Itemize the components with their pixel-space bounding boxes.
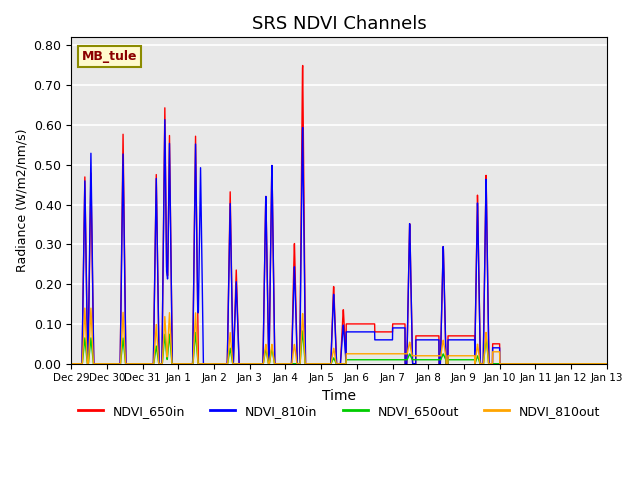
NDVI_650out: [299, 328, 307, 334]
NDVI_810out: [593, 361, 600, 367]
NDVI_810out: [603, 361, 611, 367]
NDVI_810in: [603, 361, 611, 367]
NDVI_810in: [67, 361, 75, 367]
NDVI_810in: [593, 361, 600, 367]
NDVI_650out: [273, 361, 280, 367]
Line: NDVI_650in: NDVI_650in: [71, 65, 607, 364]
NDVI_650out: [67, 361, 75, 367]
NDVI_810out: [161, 323, 168, 328]
NDVI_810in: [296, 339, 304, 345]
Text: MB_tule: MB_tule: [82, 50, 138, 63]
Legend: NDVI_650in, NDVI_810in, NDVI_650out, NDVI_810out: NDVI_650in, NDVI_810in, NDVI_650out, NDV…: [73, 400, 605, 423]
NDVI_650in: [273, 361, 280, 367]
NDVI_810out: [273, 361, 280, 367]
NDVI_650in: [296, 353, 303, 359]
NDVI_810in: [160, 173, 168, 179]
NDVI_650in: [603, 361, 611, 367]
NDVI_810out: [129, 361, 136, 367]
NDVI_650out: [129, 361, 136, 367]
NDVI_810out: [81, 305, 89, 311]
NDVI_650in: [67, 361, 75, 367]
NDVI_810in: [129, 361, 136, 367]
NDVI_810out: [67, 361, 75, 367]
Line: NDVI_650out: NDVI_650out: [71, 331, 607, 364]
NDVI_650out: [160, 339, 168, 345]
NDVI_650out: [593, 361, 600, 367]
NDVI_650out: [296, 361, 303, 367]
NDVI_810out: [296, 361, 304, 367]
Line: NDVI_810out: NDVI_810out: [71, 308, 607, 364]
NDVI_810in: [161, 117, 169, 122]
NDVI_650in: [129, 361, 136, 367]
NDVI_650in: [160, 164, 168, 170]
NDVI_650out: [535, 361, 543, 367]
Title: SRS NDVI Channels: SRS NDVI Channels: [252, 15, 426, 33]
NDVI_650in: [535, 361, 543, 367]
NDVI_650in: [593, 361, 600, 367]
X-axis label: Time: Time: [322, 389, 356, 403]
Y-axis label: Radiance (W/m2/nm/s): Radiance (W/m2/nm/s): [15, 129, 28, 272]
Line: NDVI_810in: NDVI_810in: [71, 120, 607, 364]
NDVI_810out: [535, 361, 543, 367]
NDVI_650out: [603, 361, 611, 367]
NDVI_810in: [535, 361, 543, 367]
NDVI_650in: [299, 62, 307, 68]
NDVI_810in: [273, 361, 280, 367]
